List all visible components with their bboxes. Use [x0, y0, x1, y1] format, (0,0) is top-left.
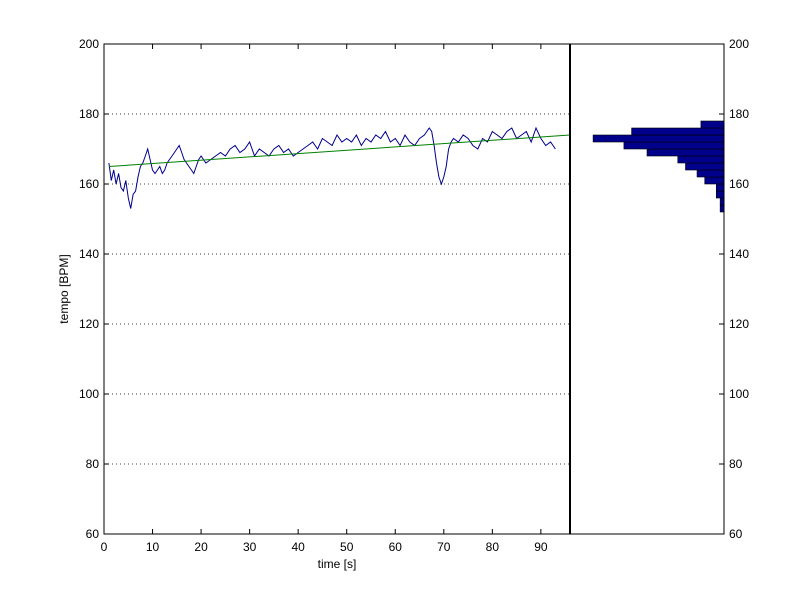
histogram-bar: [715, 190, 725, 199]
y-axis-label: tempo [BPM]: [57, 254, 71, 323]
x-tick-label: 80: [486, 540, 500, 554]
y-tick-label: 180: [79, 107, 99, 121]
x-tick-label: 60: [389, 540, 403, 554]
histogram-y-tick-label: 120: [729, 317, 749, 331]
tempo-time-axes: 0 10 20 30 40 50 60 70 80 90 60 80 100 120 140 160 180 2…: [57, 37, 571, 571]
histogram-y-tick-label: 180: [729, 107, 749, 121]
histogram-bar: [715, 183, 725, 192]
horizontal-grid: [104, 113, 570, 465]
histogram-bar: [719, 204, 725, 213]
y-tick-labels: 60 80 100 120 140 160 180 200: [79, 37, 109, 541]
histogram-axes: 60 80 100 120 140 160 180 200: [569, 37, 749, 541]
tempo-series: [108, 126, 571, 209]
x-tick-label: 70: [437, 540, 451, 554]
histogram-bar: [623, 141, 725, 150]
x-tick-labels: 0 10 20 30 40 50 60 70 80 90: [101, 44, 548, 554]
histogram-bar: [646, 148, 725, 157]
x-axis-label: time [s]: [318, 557, 357, 571]
histogram-y-tick-label: 140: [729, 247, 749, 261]
x-tick-label: 50: [340, 540, 354, 554]
histogram-bar: [696, 169, 725, 178]
y-tick-label: 200: [79, 37, 99, 51]
histogram-y-tick-label: 200: [729, 37, 749, 51]
y-tick-label: 100: [79, 387, 99, 401]
histogram-bar: [592, 134, 725, 143]
trend-line: [108, 134, 571, 167]
histogram-bar: [685, 162, 725, 171]
x-tick-label: 20: [194, 540, 208, 554]
histogram-y-tick-labels: 60 80 100 120 140 160 180 200: [719, 37, 749, 541]
histogram-bar: [719, 197, 725, 206]
histogram-bars: [592, 120, 725, 213]
y-tick-label: 60: [86, 527, 100, 541]
histogram-bar: [700, 120, 725, 129]
histogram-y-tick-label: 80: [729, 457, 743, 471]
x-tick-label: 30: [243, 540, 257, 554]
histogram-y-tick-label: 60: [729, 527, 743, 541]
x-tick-label: 90: [534, 540, 548, 554]
histogram-bar: [677, 155, 725, 164]
y-tick-label: 160: [79, 177, 99, 191]
histogram-y-tick-label: 160: [729, 177, 749, 191]
y-tick-label: 120: [79, 317, 99, 331]
histogram-bar: [631, 127, 725, 136]
x-tick-label: 10: [146, 540, 160, 554]
histogram-y-tick-label: 100: [729, 387, 749, 401]
x-tick-label: 40: [291, 540, 305, 554]
histogram-bar: [704, 176, 725, 185]
y-tick-label: 140: [79, 247, 99, 261]
x-tick-label: 0: [101, 540, 108, 554]
tempo-line: [108, 126, 556, 209]
y-tick-label: 80: [86, 457, 100, 471]
